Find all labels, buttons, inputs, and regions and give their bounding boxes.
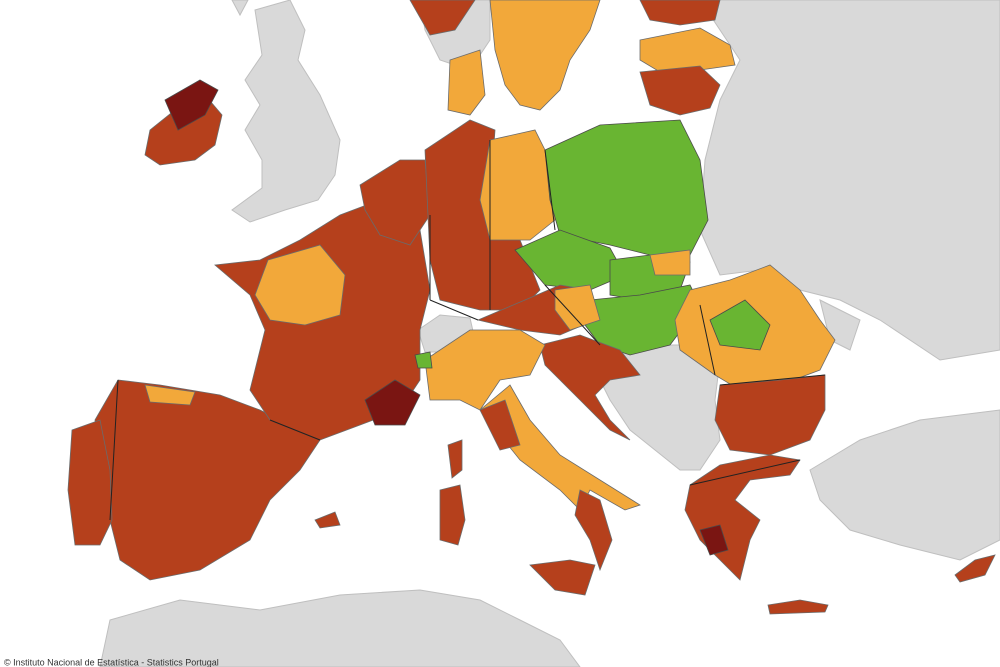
north-africa [99,589,581,667]
corsica [447,439,463,479]
sweden [489,0,601,111]
turkey [809,409,1000,561]
sicily [529,559,596,596]
france-paca [364,379,421,426]
great-britain [231,0,341,223]
bulgaria [714,374,826,456]
malta-balearics [314,511,341,529]
hungary [584,284,701,356]
northern-isles [231,0,249,17]
sardinia [439,484,466,546]
norway-south [409,0,476,36]
crete [767,599,829,615]
france-centre [254,244,346,326]
greece [684,454,801,581]
slovakia-east [649,249,691,276]
austria-east [554,284,601,331]
germany-east [479,129,556,241]
ireland-north [164,79,219,131]
greece-attica [699,524,729,556]
italy-tuscany [479,399,521,451]
romania-centre [709,299,771,351]
lithuania [639,65,721,116]
finland [639,0,721,26]
italy-south [574,489,613,572]
attribution: © Instituto Nacional de Estatística - St… [4,657,219,667]
portugal [67,419,113,546]
benelux [359,159,431,246]
cyprus [954,554,996,583]
germany-west [424,119,541,311]
spain-cantabria [144,384,196,406]
latvia-estonia [639,27,736,73]
borders [109,140,826,521]
italy-north [424,329,546,411]
denmark [447,49,486,116]
italy-centre [479,384,641,511]
valle-d-aosta [414,351,433,369]
slovenia-croatia [539,334,641,441]
